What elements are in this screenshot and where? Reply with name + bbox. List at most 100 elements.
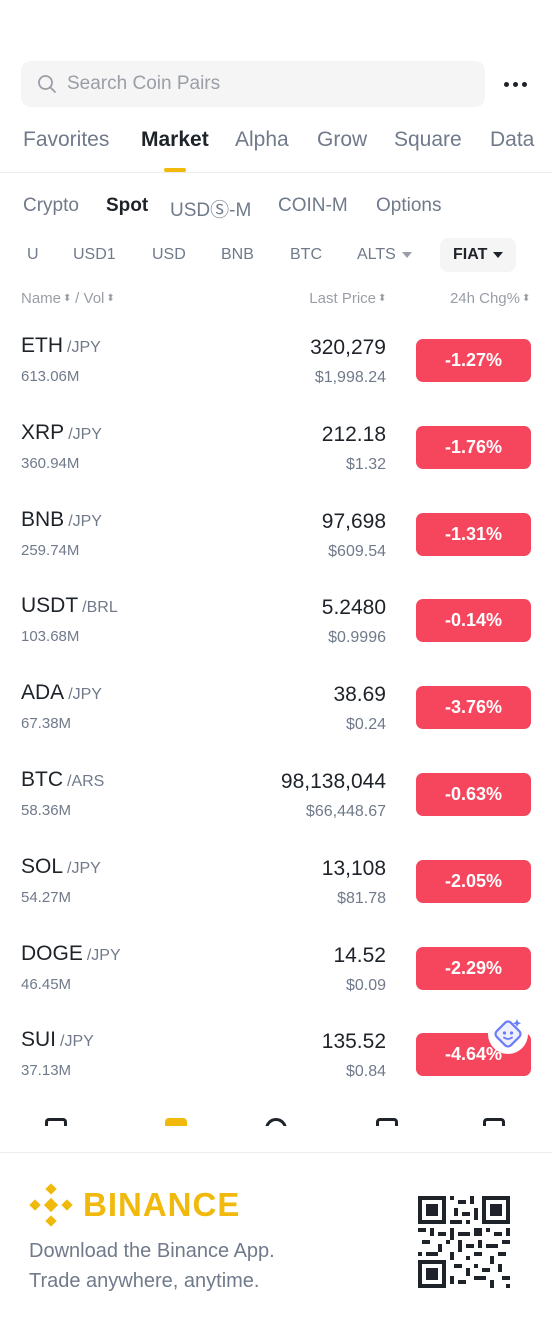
pair-symbol: SUI/JPY — [21, 1028, 94, 1052]
pair-symbol: DOGE/JPY — [21, 941, 121, 965]
last-price: 38.69 — [333, 683, 386, 707]
vol-header-label: Vol — [83, 290, 105, 307]
filter-usd[interactable]: USD — [152, 246, 186, 263]
change-header-label: 24h Chg% — [449, 290, 520, 307]
sort-icon: ⬍ — [63, 293, 72, 305]
pair-volume: 103.68M — [21, 628, 80, 646]
more-options-icon[interactable] — [499, 69, 531, 99]
filter-alts[interactable]: ALTS — [357, 238, 412, 272]
filter-btc[interactable]: BTC — [290, 246, 322, 263]
market-row[interactable]: BNB/JPY 259.74M 97,698 $609.54 -1.31% — [0, 500, 552, 587]
quote-filters: U USD1 USD BNB BTC ALTS FIAT — [0, 238, 552, 272]
sort-name-header[interactable]: Name ⬍ / Vol ⬍ — [21, 290, 115, 307]
search-input[interactable]: Search Coin Pairs — [21, 61, 485, 107]
binance-logo-icon — [29, 1183, 73, 1227]
sort-change-header[interactable]: 24h Chg% ⬍ — [450, 290, 530, 307]
sort-icon: ⬍ — [106, 293, 115, 305]
pair-volume: 360.94M — [21, 454, 80, 472]
active-tab-indicator — [164, 168, 186, 172]
market-row[interactable]: BTC/ARS 58.36M 98,138,044 $66,448.67 -0.… — [0, 760, 552, 847]
tab-alpha[interactable]: Alpha — [235, 128, 289, 151]
price-header-label: Last Price — [309, 290, 376, 307]
subtab-coin-m[interactable]: COIN-M — [278, 195, 348, 216]
column-headers: Name ⬍ / Vol ⬍ Last Price ⬍ 24h Chg% ⬍ — [0, 290, 552, 312]
pair-symbol: ADA/JPY — [21, 681, 102, 705]
tab-market[interactable]: Market — [141, 128, 209, 151]
search-row: Search Coin Pairs — [21, 61, 531, 107]
pair-volume: 259.74M — [21, 541, 80, 559]
market-row[interactable]: XRP/JPY 360.94M 212.18 $1.32 -1.76% — [0, 413, 552, 500]
chevron-down-icon — [493, 251, 504, 258]
change-badge[interactable]: -1.27% — [416, 339, 531, 382]
tab-data[interactable]: Data — [490, 128, 535, 151]
binance-logo: BINANCE — [29, 1183, 240, 1227]
pair-volume: 37.13M — [21, 1062, 72, 1080]
sort-price-header[interactable]: Last Price ⬍ — [309, 290, 386, 307]
qr-code[interactable] — [418, 1196, 510, 1288]
sort-icon: ⬍ — [522, 293, 531, 305]
search-icon — [38, 75, 56, 93]
filter-fiat[interactable]: FIAT — [440, 238, 517, 272]
change-badge[interactable]: -0.14% — [416, 599, 531, 643]
market-row[interactable]: SOL/JPY 54.27M 13,108 $81.78 -2.05% — [0, 847, 552, 934]
subtab-usds-m[interactable]: USDⓈ-M — [170, 200, 252, 221]
last-price: 98,138,044 — [280, 770, 386, 793]
filter-alts-label: ALTS — [357, 246, 396, 263]
bottom-nav — [0, 1114, 552, 1126]
sub-tabs: Crypto Spot USDⓈ-M COIN-M Options — [0, 195, 552, 221]
change-badge[interactable]: -3.76% — [416, 686, 531, 730]
fiat-price: $0.24 — [345, 716, 386, 734]
assets-icon[interactable] — [483, 1118, 505, 1126]
promo-line-1: Download the Binance App. — [29, 1240, 275, 1262]
last-price: 5.2480 — [321, 596, 386, 620]
change-badge[interactable]: -0.63% — [416, 773, 531, 816]
filter-bnb[interactable]: BNB — [221, 246, 254, 263]
filter-fiat-label: FIAT — [453, 246, 488, 263]
markets-icon[interactable] — [165, 1118, 187, 1126]
last-price: 13,108 — [321, 856, 386, 880]
change-badge[interactable]: -1.76% — [416, 425, 531, 469]
promo-divider — [0, 1152, 552, 1153]
tab-favorites[interactable]: Favorites — [23, 128, 110, 151]
ai-assistant-icon[interactable] — [488, 1014, 528, 1054]
tab-square[interactable]: Square — [394, 128, 462, 151]
pair-symbol: ETH/JPY — [21, 334, 101, 357]
pair-symbol: USDT/BRL — [21, 594, 118, 618]
last-price: 14.52 — [333, 943, 386, 967]
search-placeholder: Search Coin Pairs — [67, 73, 221, 94]
subtab-crypto[interactable]: Crypto — [23, 195, 79, 216]
market-row[interactable]: SUI/JPY 37.13M 135.52 $0.84 -4.64% — [0, 1020, 552, 1107]
last-price: 320,279 — [310, 336, 386, 359]
market-row[interactable]: ADA/JPY 67.38M 38.69 $0.24 -3.76% — [0, 673, 552, 760]
pair-volume: 46.45M — [21, 975, 72, 993]
trade-icon[interactable] — [265, 1118, 287, 1126]
futures-icon[interactable] — [376, 1118, 398, 1126]
pair-symbol: SOL/JPY — [21, 854, 101, 878]
market-row[interactable]: DOGE/JPY 46.45M 14.52 $0.09 -2.29% — [0, 934, 552, 1021]
filter-usd1[interactable]: USD1 — [73, 246, 116, 263]
subtab-options[interactable]: Options — [376, 195, 442, 216]
promo-line-2: Trade anywhere, anytime. — [29, 1270, 260, 1292]
market-row[interactable]: ETH/JPY 613.06M 320,279 $1,998.24 -1.27% — [0, 326, 552, 413]
last-price: 212.18 — [321, 422, 386, 446]
name-header-label: Name — [21, 290, 62, 307]
tab-grow[interactable]: Grow — [317, 128, 368, 151]
home-icon[interactable] — [45, 1118, 67, 1126]
change-badge[interactable]: -2.05% — [416, 859, 531, 903]
fiat-price: $0.84 — [345, 1063, 386, 1081]
market-row[interactable]: USDT/BRL 103.68M 5.2480 $0.9996 -0.14% — [0, 586, 552, 673]
pair-symbol: BNB/JPY — [21, 507, 102, 531]
subtab-spot[interactable]: Spot — [106, 195, 149, 216]
fiat-price: $1.32 — [345, 455, 386, 473]
fiat-price: $1,998.24 — [314, 369, 386, 386]
tabs-divider — [0, 172, 552, 173]
pair-volume: 58.36M — [21, 802, 72, 819]
pair-symbol: XRP/JPY — [21, 420, 102, 444]
change-badge[interactable]: -1.31% — [416, 512, 531, 556]
chevron-down-icon — [401, 251, 412, 258]
fiat-price: $66,448.67 — [305, 803, 386, 820]
filter-u[interactable]: U — [27, 246, 39, 263]
pair-volume: 67.38M — [21, 715, 72, 733]
change-badge[interactable]: -2.29% — [416, 946, 531, 990]
sort-icon: ⬍ — [378, 293, 387, 305]
